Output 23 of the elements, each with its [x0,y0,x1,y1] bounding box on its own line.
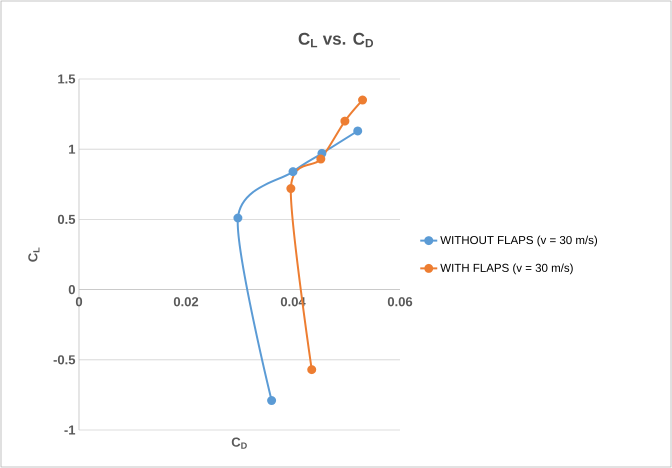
legend-label: WITHOUT FLAPS (v = 30 m/s) [440,236,598,246]
y-tick-label: 1.5 [58,74,76,84]
x-tick-label: 0.02 [174,297,198,306]
y-tick-label: 1 [69,144,76,154]
point [316,154,326,164]
y-axis-title: C$_{L}$ [28,248,40,262]
y-tick-label: 0.5 [58,214,76,224]
point [233,213,242,222]
legend-label: WITH FLAPS (v = 30 m/s) [440,263,573,274]
x-tick-label: 0.06 [388,297,412,306]
point [353,126,362,136]
y-tick-label: -0.5 [54,355,76,364]
point [267,396,276,406]
point [340,116,350,126]
y-tick-label: 0 [68,284,75,294]
y-tick-label: -1 [64,426,76,434]
point [288,167,298,176]
point [358,96,368,105]
x-axis-title: C$_{D}$ [232,438,247,449]
point [307,365,316,374]
x-tick-label: 0 [76,297,82,306]
point [286,184,296,194]
chart-title: C$_{L}$ vs. C$_{D}$ [298,32,374,48]
